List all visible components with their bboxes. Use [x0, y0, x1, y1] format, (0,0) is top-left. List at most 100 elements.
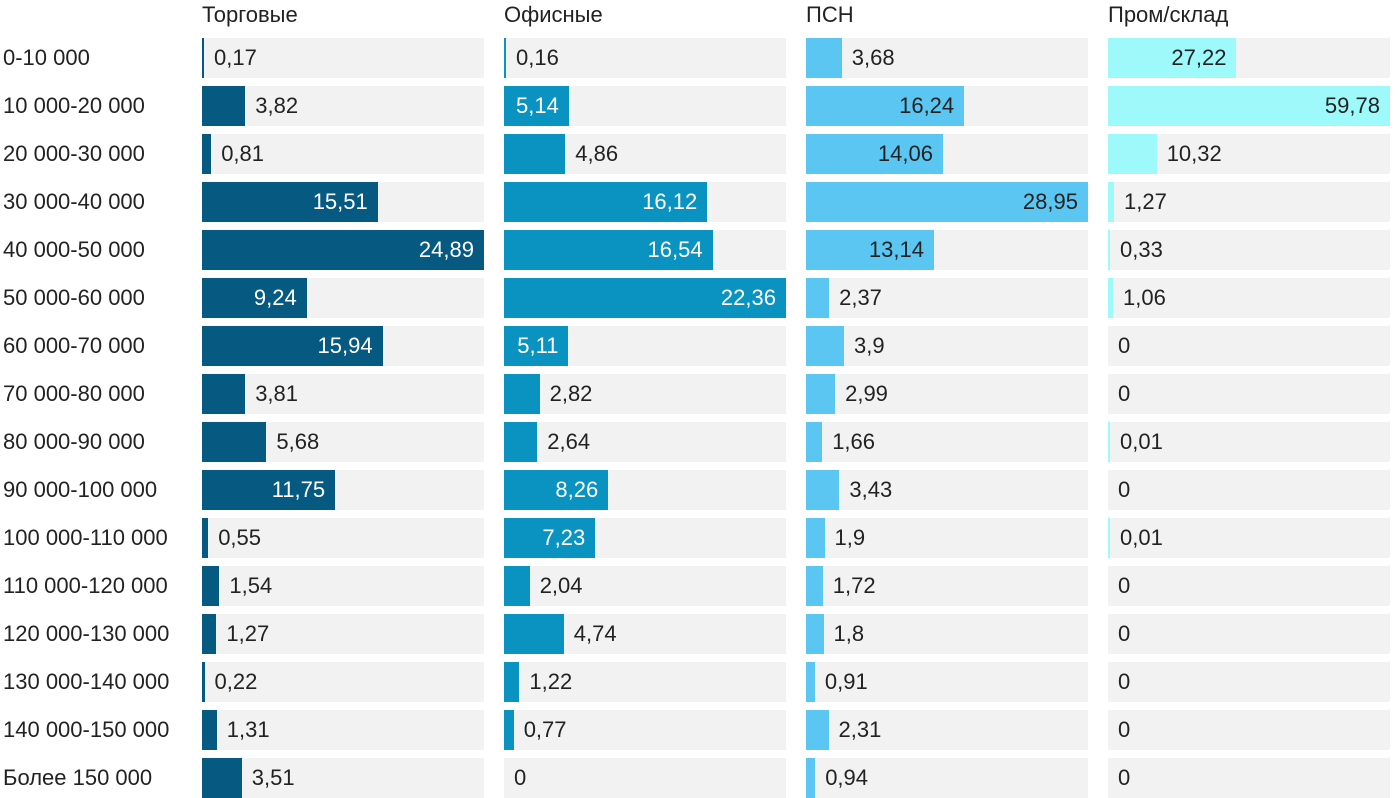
data-label: 22,36	[720, 285, 776, 310]
series-title: Торговые	[202, 2, 298, 27]
bar-track: 0,16	[504, 38, 786, 78]
data-label: 1,22	[529, 669, 573, 694]
bar	[806, 518, 825, 558]
bar-track: 4,74	[504, 614, 786, 654]
data-label: 0	[1118, 765, 1131, 790]
bar-track: 0	[1108, 470, 1390, 510]
row-label: 70 000-80 000	[3, 381, 145, 406]
bar-track: 0,77	[504, 710, 786, 750]
bar	[1108, 38, 1237, 78]
data-label: 16,12	[642, 189, 698, 214]
row-label: 110 000-120 000	[3, 573, 168, 598]
bar-track: 2,04	[504, 566, 786, 606]
bar	[202, 326, 383, 366]
bar	[202, 518, 209, 558]
bar	[504, 326, 569, 366]
row-label: 60 000-70 000	[3, 333, 145, 358]
bar	[202, 422, 267, 462]
data-label: 24,89	[418, 237, 474, 262]
bar-track: 9,24	[202, 278, 484, 318]
bar-track: 5,68	[202, 422, 484, 462]
bar	[504, 230, 713, 270]
bar-track: 2,31	[806, 710, 1088, 750]
data-label: 3,68	[851, 45, 895, 70]
bar	[202, 566, 220, 606]
bar-track: 1,66	[806, 422, 1088, 462]
bar	[202, 86, 246, 126]
bar	[806, 470, 840, 510]
data-label: 2,31	[838, 717, 882, 742]
data-label: 2,37	[839, 285, 882, 310]
bar-track: 5,11	[504, 326, 786, 366]
bar	[504, 38, 506, 78]
bar-track: 7,23	[504, 518, 786, 558]
data-label: 0	[1118, 333, 1131, 358]
bar	[504, 374, 540, 414]
bar	[504, 614, 564, 654]
bar	[202, 614, 217, 654]
bar-track: 0,33	[1108, 230, 1390, 270]
bar-track: 16,24	[806, 86, 1088, 126]
bar	[1108, 278, 1113, 318]
data-label: 0,91	[824, 669, 868, 694]
bar-track: 3,82	[202, 86, 484, 126]
data-label: 3,82	[255, 93, 299, 118]
bar	[806, 614, 824, 654]
data-label: 0	[514, 765, 527, 790]
bar	[1108, 230, 1110, 270]
bar	[504, 86, 569, 126]
row-label: 50 000-60 000	[3, 285, 145, 310]
row-label: Более 150 000	[3, 765, 153, 790]
row-label: 80 000-90 000	[3, 429, 145, 454]
data-label: 59,78	[1324, 93, 1380, 118]
bar	[806, 710, 829, 750]
bar-track: 0,01	[1108, 518, 1390, 558]
bar	[504, 278, 786, 318]
bar-track: 1,9	[806, 518, 1088, 558]
bar-track: 0	[1108, 614, 1390, 654]
row-label: 30 000-40 000	[3, 189, 145, 214]
data-label: 16,24	[899, 93, 955, 118]
bar-track: 2,99	[806, 374, 1088, 414]
bar	[504, 710, 514, 750]
bar	[806, 38, 842, 78]
bar	[806, 278, 830, 318]
data-label: 15,94	[317, 333, 373, 358]
data-label: 4,86	[575, 141, 619, 166]
row-label: 120 000-130 000	[3, 621, 170, 646]
data-label: 1,72	[832, 573, 876, 598]
bar	[806, 662, 815, 702]
bar-track: 0	[1108, 710, 1390, 750]
data-label: 4,74	[573, 621, 617, 646]
bar	[806, 86, 965, 126]
bar	[504, 422, 538, 462]
data-label: 11,75	[271, 477, 326, 502]
bar	[1108, 422, 1110, 462]
data-label: 1,9	[834, 525, 866, 550]
bar-track: 0,17	[202, 38, 484, 78]
bar	[806, 422, 823, 462]
bar	[1108, 518, 1110, 558]
bar	[202, 38, 204, 78]
data-label: 8,26	[555, 477, 599, 502]
bar	[806, 758, 816, 798]
bar	[202, 134, 212, 174]
data-label: 0,01	[1120, 429, 1163, 454]
bar-track: 1,54	[202, 566, 484, 606]
bar	[504, 662, 520, 702]
data-label: 3,81	[255, 381, 299, 406]
data-label: 0	[1118, 669, 1131, 694]
data-label: 2,99	[845, 381, 888, 406]
bar-track: 3,68	[806, 38, 1088, 78]
row-label: 40 000-50 000	[3, 237, 145, 262]
bar-track: 0	[1108, 326, 1390, 366]
bar	[504, 518, 596, 558]
bar-track: 59,78	[1108, 86, 1390, 126]
bar-track: 2,37	[806, 278, 1088, 318]
bar	[806, 134, 943, 174]
data-label: 1,06	[1123, 285, 1166, 310]
row-label: 130 000-140 000	[3, 669, 170, 694]
data-label: 7,23	[542, 525, 586, 550]
data-label: 2,64	[547, 429, 591, 454]
